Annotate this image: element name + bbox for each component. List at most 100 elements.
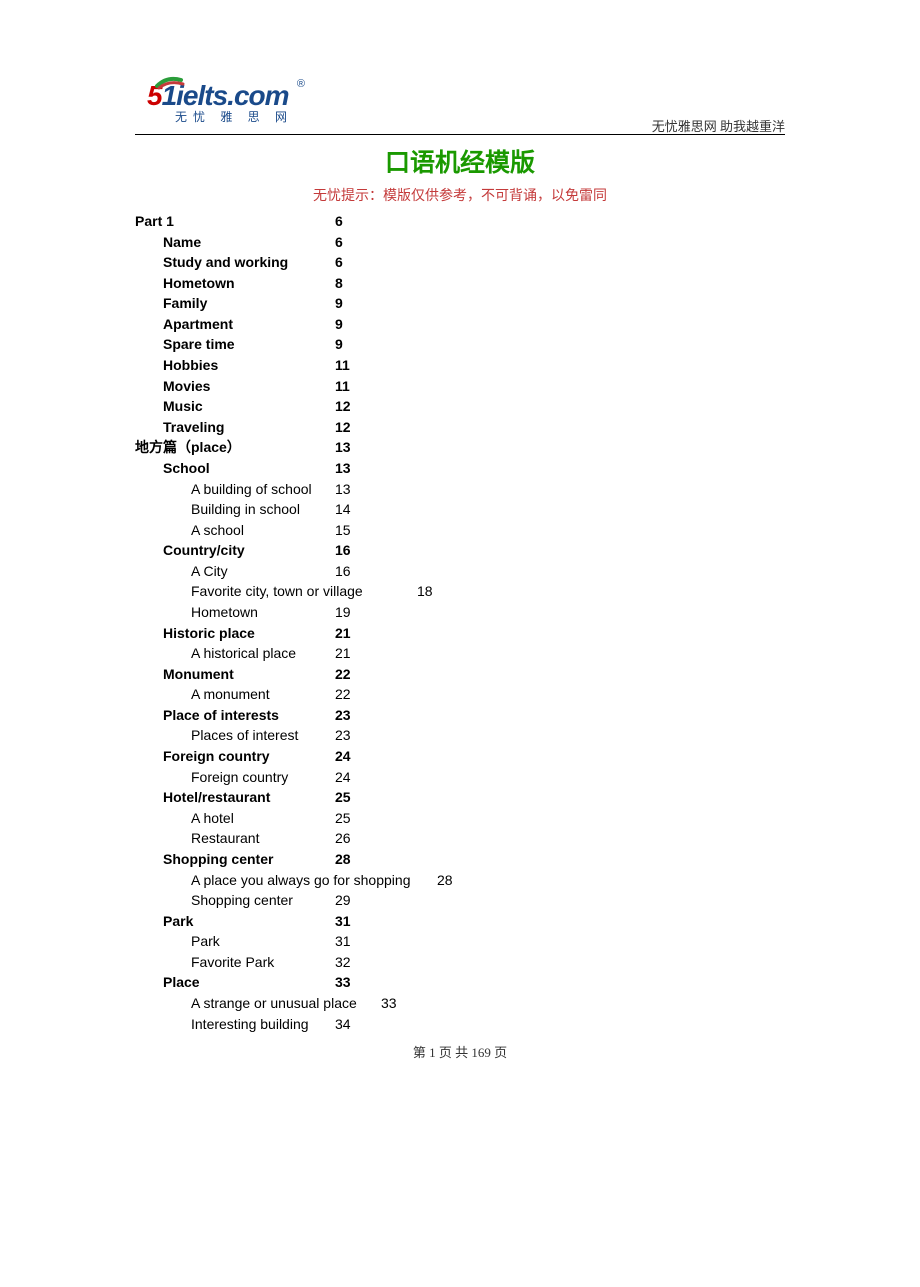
toc-page-number: 19 xyxy=(335,602,351,623)
toc-row: School13 xyxy=(135,458,785,479)
toc-label: Park xyxy=(191,931,335,952)
toc-page-number: 12 xyxy=(335,396,351,417)
toc-row: Traveling12 xyxy=(135,417,785,438)
document-page: 51ielts.com ® 无忧 雅 思 网 无忧雅思网 助我越重洋 口语机经模… xyxy=(0,0,920,1101)
toc-row: Shopping center28 xyxy=(135,849,785,870)
toc-row: Hotel/restaurant25 xyxy=(135,787,785,808)
toc-page-number: 26 xyxy=(335,828,351,849)
toc-row: A school15 xyxy=(135,520,785,541)
toc-row: Restaurant26 xyxy=(135,828,785,849)
toc-row: Monument22 xyxy=(135,664,785,685)
toc-page-number: 18 xyxy=(417,581,433,602)
toc-label: Foreign country xyxy=(191,767,335,788)
toc-page-number: 16 xyxy=(335,540,351,561)
toc-page-number: 15 xyxy=(335,520,351,541)
toc-page-number: 6 xyxy=(335,211,343,232)
toc-page-number: 31 xyxy=(335,911,351,932)
toc-row: Place33 xyxy=(135,972,785,993)
toc-label: Music xyxy=(163,396,335,417)
toc-label: Apartment xyxy=(163,314,335,335)
table-of-contents: Part 16Name6Study and working6Hometown8F… xyxy=(135,211,785,1034)
toc-label: Building in school xyxy=(191,499,335,520)
header-tagline: 无忧雅思网 助我越重洋 xyxy=(652,116,785,135)
toc-row: A City16 xyxy=(135,561,785,582)
logo: 51ielts.com ® 无忧 雅 思 网 xyxy=(147,80,293,125)
toc-page-number: 9 xyxy=(335,293,343,314)
toc-label: Places of interest xyxy=(191,725,335,746)
toc-label: Historic place xyxy=(163,623,335,644)
toc-row: 地方篇（place）13 xyxy=(135,437,785,458)
toc-row: Hobbies11 xyxy=(135,355,785,376)
toc-page-number: 28 xyxy=(437,870,453,891)
toc-label: School xyxy=(163,458,335,479)
toc-label: Foreign country xyxy=(163,746,335,767)
toc-row: A hotel25 xyxy=(135,808,785,829)
toc-label: Traveling xyxy=(163,417,335,438)
toc-label: Spare time xyxy=(163,334,335,355)
toc-row: A monument22 xyxy=(135,684,785,705)
toc-label: A monument xyxy=(191,684,335,705)
toc-page-number: 6 xyxy=(335,252,343,273)
toc-row: Park31 xyxy=(135,911,785,932)
toc-page-number: 22 xyxy=(335,664,351,685)
toc-label: Movies xyxy=(163,376,335,397)
toc-page-number: 12 xyxy=(335,417,351,438)
toc-row: Foreign country24 xyxy=(135,767,785,788)
toc-label: A City xyxy=(191,561,335,582)
toc-page-number: 32 xyxy=(335,952,351,973)
toc-page-number: 23 xyxy=(335,725,351,746)
toc-row: Historic place21 xyxy=(135,623,785,644)
toc-label: Shopping center xyxy=(163,849,335,870)
toc-page-number: 23 xyxy=(335,705,351,726)
toc-row: Country/city16 xyxy=(135,540,785,561)
toc-row: Interesting building34 xyxy=(135,1014,785,1035)
toc-page-number: 33 xyxy=(335,972,351,993)
toc-row: Name6 xyxy=(135,232,785,253)
toc-row: Shopping center29 xyxy=(135,890,785,911)
toc-row: Movies11 xyxy=(135,376,785,397)
toc-label: Hobbies xyxy=(163,355,335,376)
toc-label: Country/city xyxy=(163,540,335,561)
logo-registered-icon: ® xyxy=(297,78,305,90)
toc-label: Interesting building xyxy=(191,1014,335,1035)
toc-row: Apartment9 xyxy=(135,314,785,335)
toc-page-number: 11 xyxy=(335,376,350,397)
toc-row: Park31 xyxy=(135,931,785,952)
toc-page-number: 22 xyxy=(335,684,351,705)
toc-page-number: 25 xyxy=(335,808,351,829)
toc-page-number: 13 xyxy=(335,437,351,458)
toc-row: A place you always go for shopping28 xyxy=(135,870,785,891)
toc-label: Restaurant xyxy=(191,828,335,849)
toc-label: Part 1 xyxy=(135,211,335,232)
logo-area: 51ielts.com ® 无忧 雅 思 网 无忧雅思网 助我越重洋 xyxy=(147,80,785,130)
toc-page-number: 6 xyxy=(335,232,343,253)
toc-page-number: 28 xyxy=(335,849,351,870)
toc-row: Hometown8 xyxy=(135,273,785,294)
toc-label: Park xyxy=(163,911,335,932)
toc-row: Places of interest23 xyxy=(135,725,785,746)
toc-page-number: 34 xyxy=(335,1014,351,1035)
toc-row: Family9 xyxy=(135,293,785,314)
toc-label: Hotel/restaurant xyxy=(163,787,335,808)
toc-page-number: 13 xyxy=(335,479,351,500)
toc-page-number: 9 xyxy=(335,314,343,335)
toc-label: A building of school xyxy=(191,479,335,500)
logo-swoosh-icon xyxy=(155,74,185,90)
toc-page-number: 31 xyxy=(335,931,351,952)
toc-page-number: 21 xyxy=(335,643,351,664)
toc-label: A school xyxy=(191,520,335,541)
toc-label: Favorite Park xyxy=(191,952,335,973)
toc-page-number: 16 xyxy=(335,561,351,582)
toc-page-number: 21 xyxy=(335,623,351,644)
toc-page-number: 14 xyxy=(335,499,351,520)
toc-label: A hotel xyxy=(191,808,335,829)
toc-label: Hometown xyxy=(163,273,335,294)
toc-page-number: 11 xyxy=(335,355,350,376)
toc-row: Part 16 xyxy=(135,211,785,232)
toc-row: Favorite city, town or village18 xyxy=(135,581,785,602)
toc-label: A strange or unusual place xyxy=(191,993,381,1014)
toc-page-number: 33 xyxy=(381,993,397,1014)
toc-page-number: 13 xyxy=(335,458,351,479)
logo-subtitle: 无忧 雅 思 网 xyxy=(175,108,293,125)
toc-label: Hometown xyxy=(191,602,335,623)
